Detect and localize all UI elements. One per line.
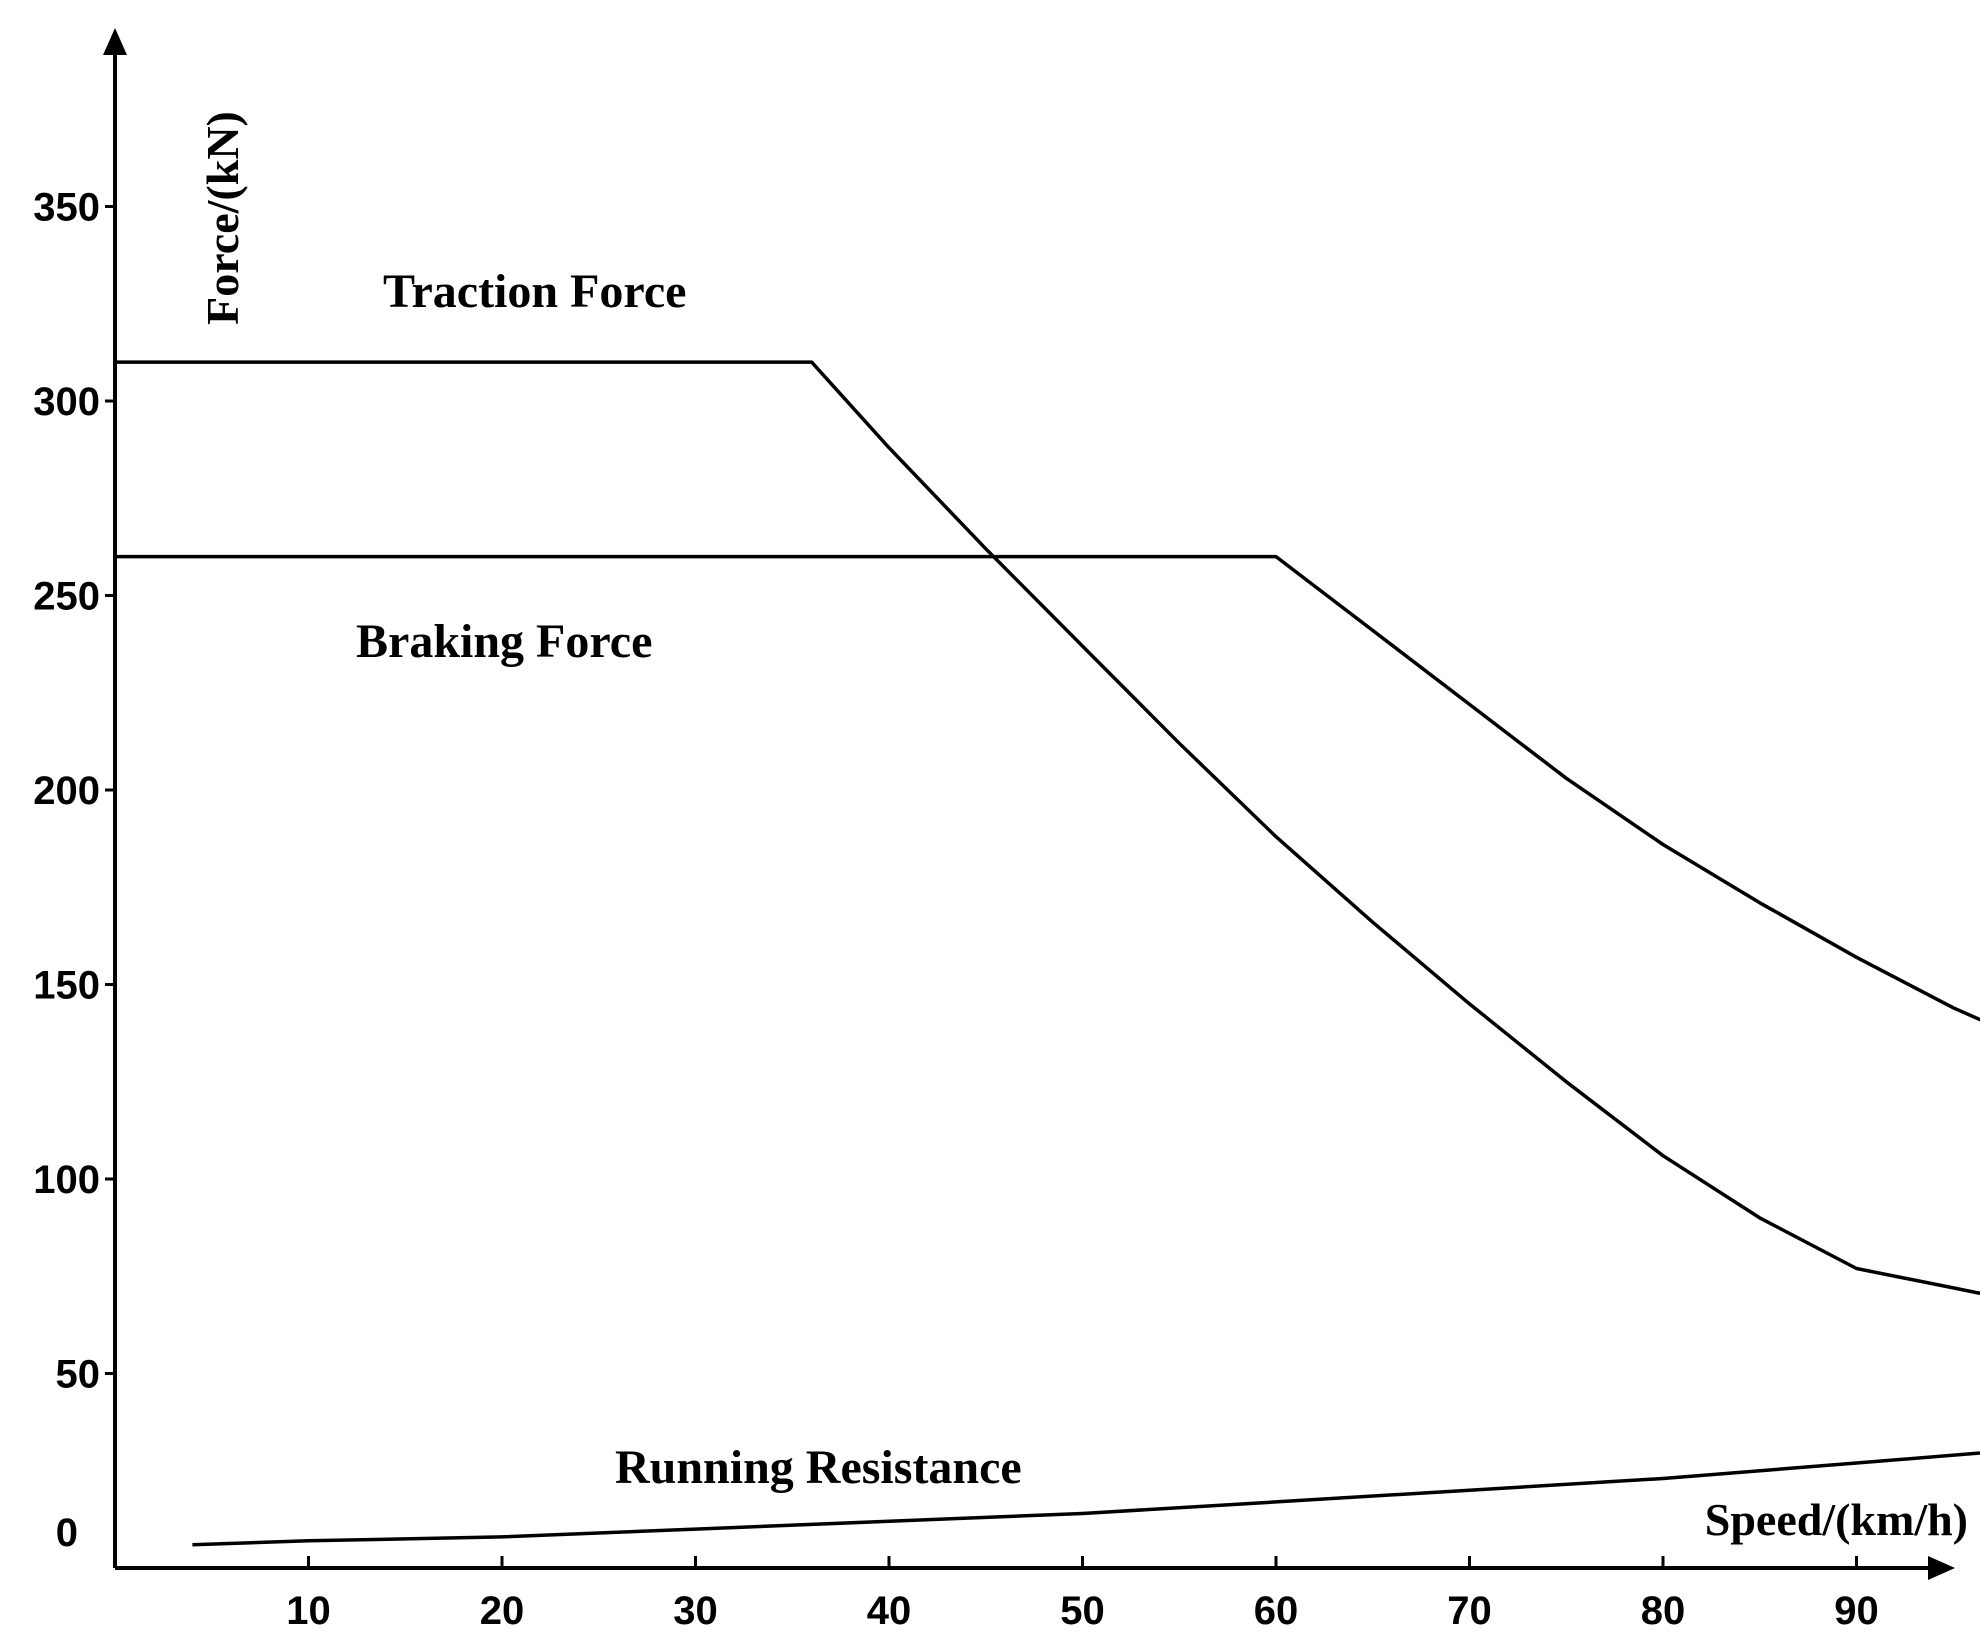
y-tick-label: 200	[33, 769, 100, 813]
x-tick-label: 70	[1447, 1589, 1492, 1633]
y-tick-label: 100	[33, 1158, 100, 1202]
y-tick-label: 300	[33, 380, 100, 424]
braking-force-line	[115, 554, 1980, 1022]
series-label-braking-force: Braking Force	[356, 615, 652, 668]
x-axis-ticks: 102030405060708090100	[286, 1556, 1879, 1633]
x-tick-label: 50	[1060, 1589, 1105, 1633]
y-tick-label: 350	[33, 186, 100, 230]
series-label-running-resistance: Running Resistance	[615, 1441, 1022, 1494]
x-tick-label: 80	[1641, 1589, 1686, 1633]
x-tick-label: 10	[286, 1589, 331, 1633]
running-resistance-line	[192, 1451, 1980, 1547]
x-tick-label: 20	[480, 1589, 525, 1633]
y-axis-title: Force/(kN)	[197, 111, 248, 325]
y-axis-arrow-icon	[103, 28, 127, 55]
x-axis-title: Speed/(km/h)	[1705, 1494, 1968, 1545]
y-tick-label: 50	[56, 1353, 101, 1397]
traction-force-line	[115, 360, 1980, 1296]
y-axis-ticks: 0 50 100 150 200 250 300 350	[33, 186, 115, 1555]
y-tick-label: 150	[33, 964, 100, 1008]
x-axis-arrow-icon	[1928, 1556, 1955, 1580]
axes	[103, 28, 1955, 1580]
series-lines	[115, 360, 1980, 1547]
x-tick-label: 30	[673, 1589, 718, 1633]
x-tick-label: 40	[867, 1589, 912, 1633]
series-label-traction-force: Traction Force	[383, 265, 686, 318]
x-tick-label: 60	[1254, 1589, 1299, 1633]
y-tick-label: 250	[33, 575, 100, 619]
y-tick-label: 0	[56, 1511, 78, 1555]
x-tick-label: 90	[1834, 1589, 1879, 1633]
